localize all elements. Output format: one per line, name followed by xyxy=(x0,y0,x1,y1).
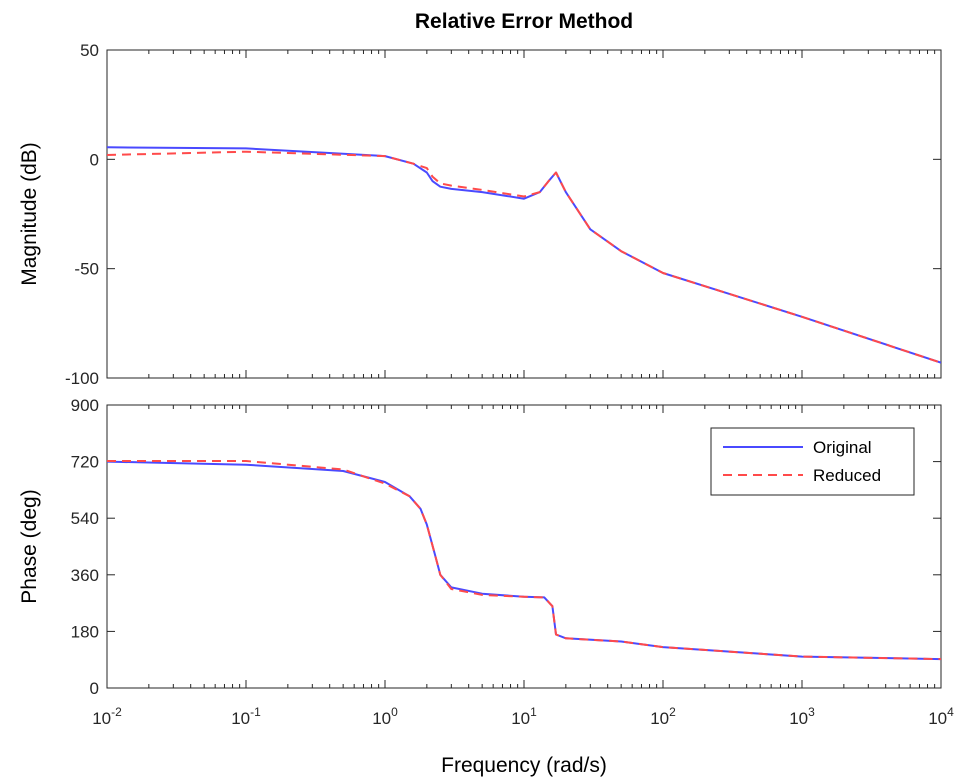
magnitude-axes-box xyxy=(106,49,942,379)
phase-y-axis-label: Phase (deg) xyxy=(18,489,41,603)
x-tick-label: 104 xyxy=(928,705,954,728)
x-axis-label: Frequency (rad/s) xyxy=(441,754,607,777)
magnitude-y-tick-label: -50 xyxy=(74,260,99,279)
phase-y-tick-label: 540 xyxy=(71,509,99,528)
x-tick-label: 10-2 xyxy=(92,705,122,728)
legend-box xyxy=(710,427,915,496)
magnitude-y-axis-label: Magnitude (dB) xyxy=(18,142,41,286)
x-tick-label: 101 xyxy=(511,705,537,728)
phase-y-tick-label: 180 xyxy=(71,622,99,641)
x-tick-label: 10-1 xyxy=(231,705,261,728)
x-tick-labels: 10-2 10-1 100 101 102 103 104 xyxy=(92,705,954,728)
x-tick-label: 100 xyxy=(372,705,398,728)
magnitude-y-tick-label: 50 xyxy=(80,41,99,60)
phase-series-reduced xyxy=(107,460,941,661)
magnitude-y-tick-label: 0 xyxy=(90,150,99,169)
x-tick-label: 103 xyxy=(789,705,815,728)
phase-y-tick-label: 0 xyxy=(90,679,99,698)
magnitude-y-tick-label: -100 xyxy=(65,369,99,388)
phase-y-tick-label: 720 xyxy=(71,453,99,472)
legend-label-original: Original xyxy=(813,438,872,457)
phase-y-tick-label: 900 xyxy=(71,396,99,415)
x-tick-label: 102 xyxy=(650,705,676,728)
magnitude-panel: 50 0 -50 -100 Magnitude (dB) xyxy=(18,41,942,388)
phase-panel: 900 720 540 360 180 0 Phase (deg) xyxy=(18,396,942,698)
legend-label-reduced: Reduced xyxy=(813,466,881,485)
magnitude-series-reduced xyxy=(107,150,941,364)
chart-title: Relative Error Method xyxy=(415,10,633,33)
phase-y-tick-label: 360 xyxy=(71,566,99,585)
phase-axes-box xyxy=(106,404,942,689)
legend: Original Reduced xyxy=(710,427,915,496)
